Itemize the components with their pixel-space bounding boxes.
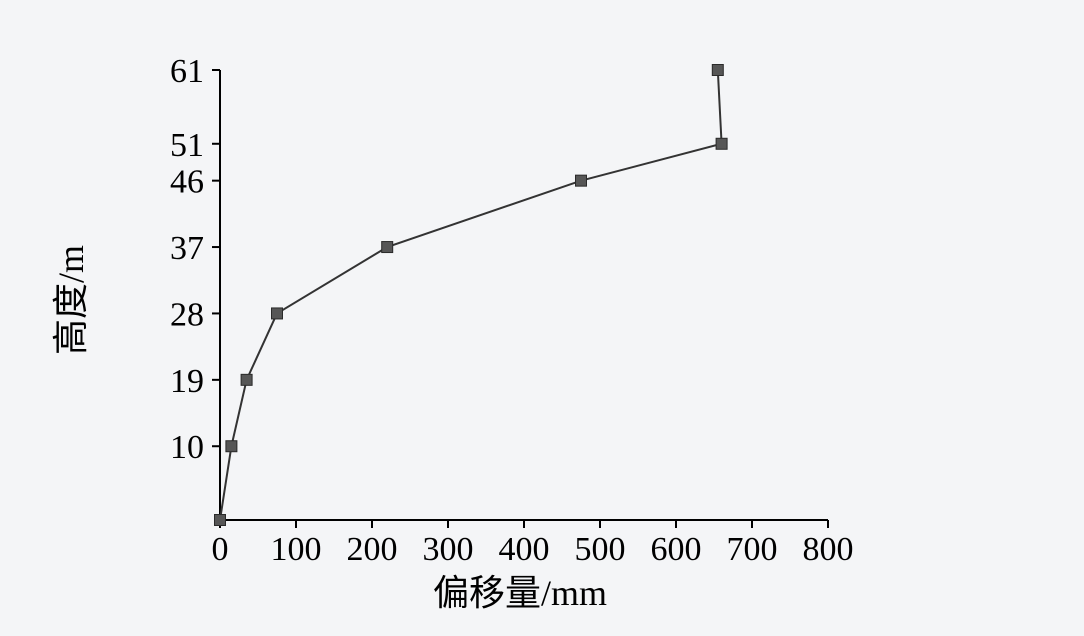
x-tick-label: 400 xyxy=(499,531,550,568)
data-marker xyxy=(712,65,723,76)
chart-svg: 0 100 200 300 400 500 600 700 800 10 19 28 37 4651 61 xyxy=(0,0,1084,636)
data-marker xyxy=(272,308,283,319)
y-tick-label: 46 xyxy=(170,164,204,201)
x-tick-label: 100 xyxy=(271,531,322,568)
y-tick-label: 51 xyxy=(170,127,204,164)
x-tick-label: 800 xyxy=(803,531,854,568)
y-tick-label: 19 xyxy=(170,363,204,400)
y-tick-label: 10 xyxy=(170,429,204,466)
x-tick-label: 200 xyxy=(347,531,398,568)
y-tick-label: 28 xyxy=(170,296,204,333)
data-marker xyxy=(215,515,226,526)
data-marker xyxy=(716,138,727,149)
series-line xyxy=(220,70,722,520)
x-tick-label: 500 xyxy=(575,531,626,568)
y-tick-label: 37 xyxy=(170,230,204,267)
data-marker xyxy=(241,374,252,385)
data-marker xyxy=(382,242,393,253)
x-axis-label: 偏移量/mm xyxy=(433,564,607,616)
x-tick-label: 600 xyxy=(651,531,702,568)
x-tick-label: 0 xyxy=(212,531,229,568)
x-tick-label: 300 xyxy=(423,531,474,568)
data-marker xyxy=(576,175,587,186)
x-tick-label: 700 xyxy=(727,531,778,568)
data-marker xyxy=(226,441,237,452)
y-tick-label: 61 xyxy=(170,53,204,90)
y-axis-label: 高度/m xyxy=(42,245,94,355)
chart-container: 010020030040050060070080010192837465161 … xyxy=(0,0,1084,636)
